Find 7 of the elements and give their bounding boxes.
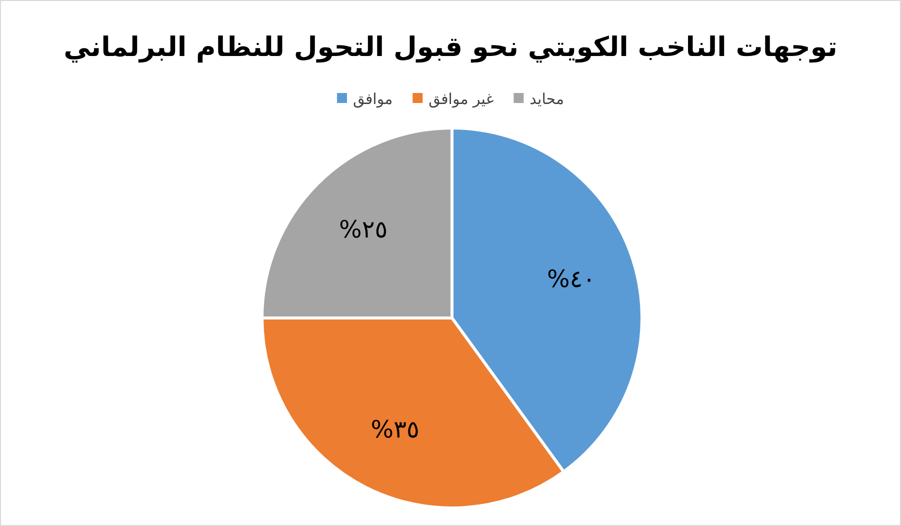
legend-label: محايد (530, 90, 564, 108)
data-label: ٤٠% (546, 265, 596, 294)
data-label: ٣٥% (370, 416, 420, 444)
legend-label: موافق (352, 90, 393, 108)
chart-title: توجهات الناخب الكويتي نحو قبول التحول للنظام البرلماني (64, 32, 838, 63)
legend-label: غير موافق (428, 90, 494, 108)
data-label: ٢٥% (339, 215, 388, 244)
